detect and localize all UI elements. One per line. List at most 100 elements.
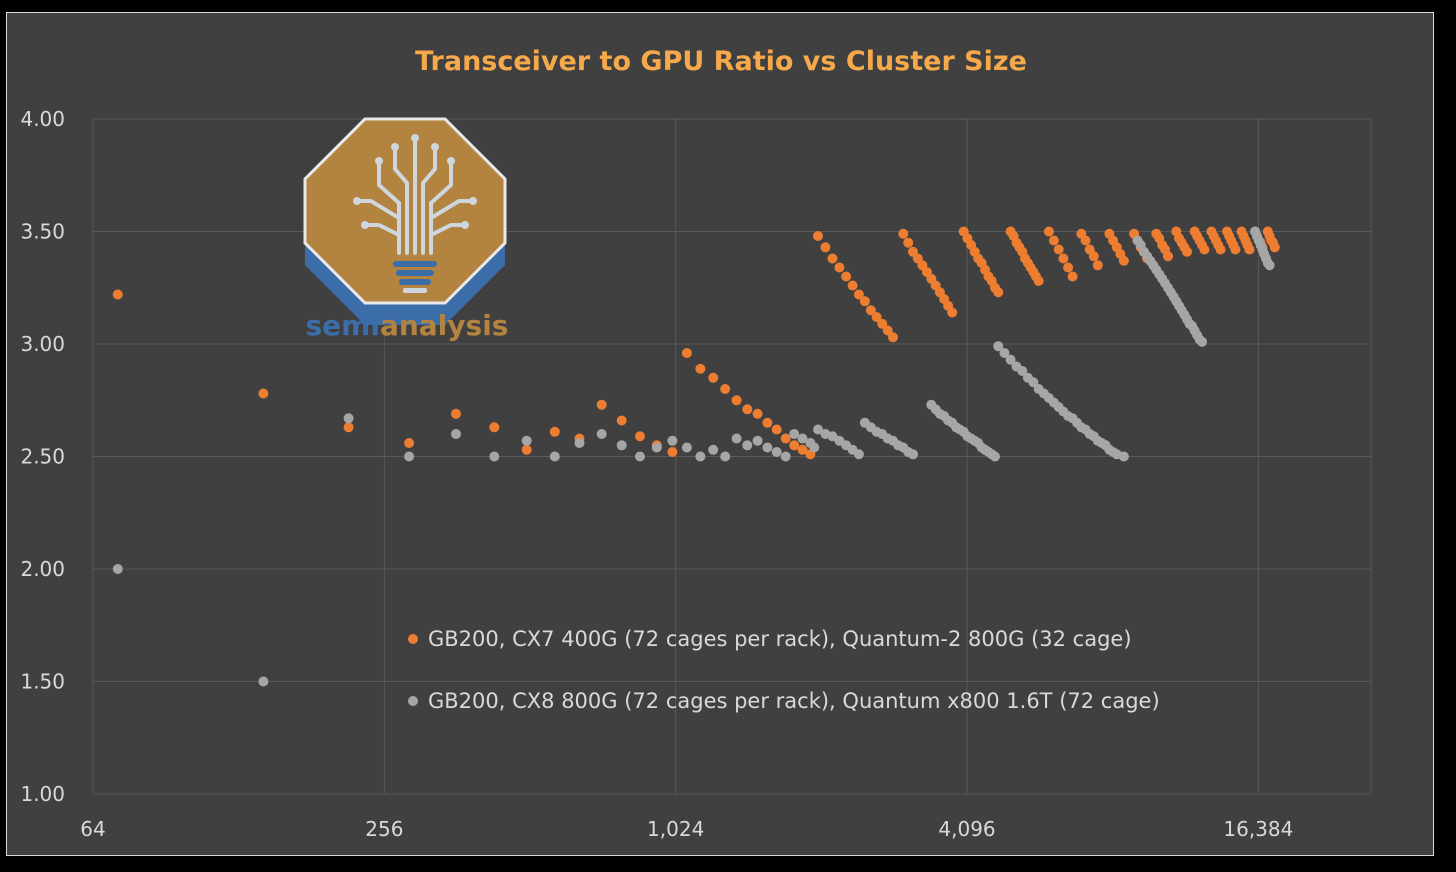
y-tick-label: 3.50 [20,220,65,244]
data-point [521,435,532,446]
data-point [871,312,882,322]
series-2 [112,226,1275,687]
data-point [1182,246,1192,257]
data-point [1005,354,1016,365]
data-point [1163,251,1173,262]
data-point [681,348,692,358]
data-point [762,417,773,428]
data-point [651,442,662,453]
data-point [742,440,753,451]
x-tick-label: 64 [80,817,105,841]
data-point [1230,244,1241,255]
data-point [898,228,909,239]
data-point [1058,253,1069,264]
data-point [574,438,585,448]
data-point [720,451,731,462]
data-point [731,433,742,444]
legend-marker-series-1 [408,634,418,644]
data-point [762,442,773,453]
data-point [1033,276,1044,286]
data-point [990,451,1000,462]
data-point [834,262,845,273]
data-point [847,280,858,291]
data-point [993,287,1004,298]
data-point [752,435,763,446]
y-tick-label: 3.00 [20,332,65,356]
chart-area: Transceiver to GPU Ratio vs Cluster Size… [6,12,1434,856]
circuit-tree-lightbulb-icon [303,117,507,325]
data-point [1028,377,1039,388]
scatter-chart: Transceiver to GPU Ratio vs Cluster Size… [20,46,1372,841]
data-point [820,242,831,253]
data-point [343,413,354,424]
data-point [258,676,269,687]
data-point [549,426,560,437]
data-point [780,433,791,444]
data-point [1017,366,1028,376]
logo-wordmark: semianalysis [306,309,509,342]
y-axis-ticks: 1.00 1.50 2.00 2.50 3.00 3.50 4.00 [20,107,65,806]
y-tick-label: 1.00 [20,782,65,806]
data-point [489,422,500,433]
y-tick-label: 2.50 [20,445,65,469]
data-point [616,440,627,451]
data-point [695,363,706,374]
data-point [681,442,692,453]
data-point [888,332,898,343]
semianalysis-logo: semianalysis [303,117,509,342]
data-point [882,325,893,336]
data-point [1048,235,1059,246]
data-point [1244,244,1255,255]
data-point [720,384,731,394]
data-point [258,388,269,399]
data-point [1080,235,1091,246]
data-point [667,435,678,446]
data-point [695,451,706,462]
data-point [841,271,852,282]
data-point [813,231,823,241]
data-point [865,305,876,316]
data-point [489,451,500,462]
data-point [853,449,864,460]
data-point [549,451,560,462]
data-point [451,408,461,419]
data-point [1118,255,1129,266]
data-point [451,429,461,439]
legend-marker-series-2 [408,696,418,706]
data-point [877,318,888,329]
data-point [771,447,782,457]
data-point [635,431,645,442]
data-point [1043,226,1054,237]
data-point [1088,251,1099,262]
data-point [616,415,627,426]
x-tick-label: 1,024 [647,817,704,841]
data-point [708,372,719,383]
data-point [404,451,415,462]
data-point [827,253,838,264]
x-tick-label: 4,096 [938,817,995,841]
data-point [797,444,808,455]
data-point [1199,244,1210,255]
data-point [1269,242,1280,253]
y-tick-label: 2.00 [20,557,65,581]
data-point [343,422,354,433]
data-point [813,424,823,435]
x-tick-label: 16,384 [1223,817,1293,841]
data-point [596,429,607,439]
data-point [635,451,645,462]
data-point [521,444,532,455]
data-point [667,447,678,457]
legend-label-series-1: GB200, CX7 400G (72 cages per rack), Qua… [428,627,1132,651]
data-point [1067,271,1078,282]
y-tick-label: 1.50 [20,670,65,694]
data-point [1264,260,1275,271]
data-point [999,348,1010,358]
data-point [1118,451,1129,462]
data-points [112,226,1280,687]
legend: GB200, CX7 400G (72 cages per rack), Qua… [408,627,1160,713]
data-point [596,399,607,410]
data-point [1215,244,1226,255]
y-tick-label: 4.00 [20,107,65,131]
legend-label-series-2: GB200, CX8 800G (72 cages per rack), Qua… [428,689,1160,713]
data-point [903,237,914,248]
